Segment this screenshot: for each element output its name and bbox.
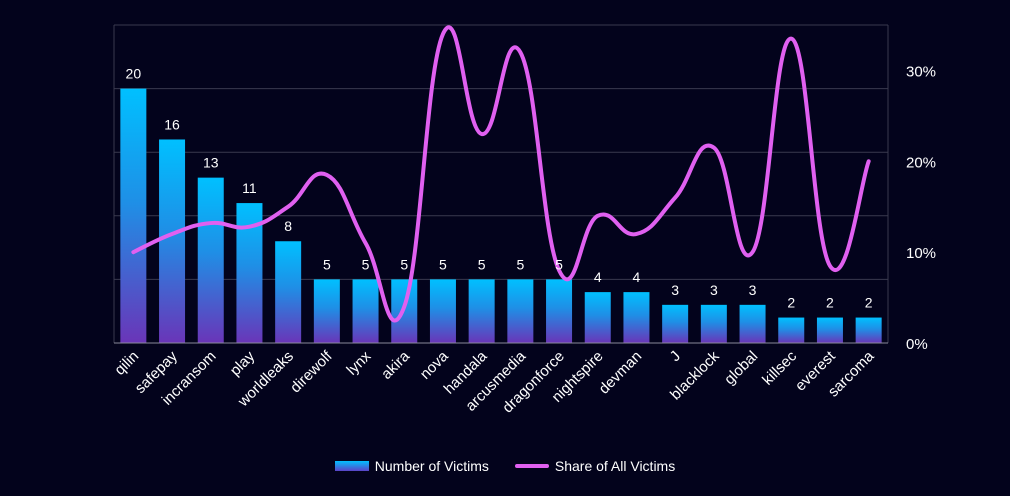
bar-value-label: 4 [633,269,641,285]
bar-value-label: 11 [242,180,257,196]
bar-value-label: 2 [826,295,834,311]
x-tick-label: lynx [343,347,374,378]
bar-value-label: 5 [478,256,486,272]
bar-series [120,88,882,343]
bar [429,279,456,343]
legend-line-swatch [514,464,549,468]
bar-value-label: 5 [439,256,447,272]
bar-value-label: 8 [284,218,292,234]
bar-value-label: 5 [323,256,331,272]
y-right-tick-label: 0% [906,336,928,353]
bar [855,317,882,343]
bar-value-label: 2 [787,295,795,311]
x-tick-label: direwolf [287,347,336,396]
x-tick-label: play [227,347,259,379]
bar-value-label: 5 [362,256,370,272]
x-tick-label: akira [378,347,413,382]
data-labels: 20 16 13 11 8 5 5 5 5 5 5 5 4 4 3 3 3 2 2 2 [126,66,873,311]
bar [816,317,843,343]
legend: Number of Victims Share of All Victims [0,458,1010,474]
x-tick-label: global [721,348,761,388]
legend-item-bars: Number of Victims [334,458,489,474]
bar-value-label: 20 [126,66,142,82]
bar-value-label: 5 [516,256,524,272]
legend-item-line: Share of All Victims [514,458,676,474]
x-tick-label: J [667,348,684,365]
x-tick-label: qilin [111,348,142,379]
bar [197,177,224,343]
bar-value-label: 3 [710,282,718,298]
y-right-tick-label: 10% [906,245,936,262]
bar [546,279,573,343]
y-right-tick-label: 30% [906,63,936,80]
x-tick-label: nova [417,347,452,382]
bar [120,88,147,343]
bar-value-label: 5 [400,256,408,272]
bar-value-label: 5 [555,256,563,272]
bar-value-label: 3 [671,282,679,298]
legend-bar-swatch [334,461,369,471]
bar [159,139,186,343]
bar [352,279,379,343]
bar [275,241,302,343]
bar [739,304,766,343]
bar-value-label: 16 [164,116,180,132]
x-tick-label: devman [596,348,646,398]
bar [584,292,611,343]
y-right-tick-label: 20% [906,154,936,171]
legend-label-bars: Number of Victims [374,458,489,474]
bar-value-label: 3 [749,282,757,298]
share-line [131,25,871,323]
bar [662,304,689,343]
bar [778,317,805,343]
bar-value-label: 2 [865,295,873,311]
bar-value-label: 13 [203,155,219,171]
bar [313,279,340,343]
line-series [131,25,871,323]
bar [700,304,727,343]
bar [507,279,534,343]
bar-value-label: 4 [594,269,602,285]
legend-label-line: Share of All Victims [554,458,676,474]
bar [468,279,495,343]
bar [623,292,650,343]
